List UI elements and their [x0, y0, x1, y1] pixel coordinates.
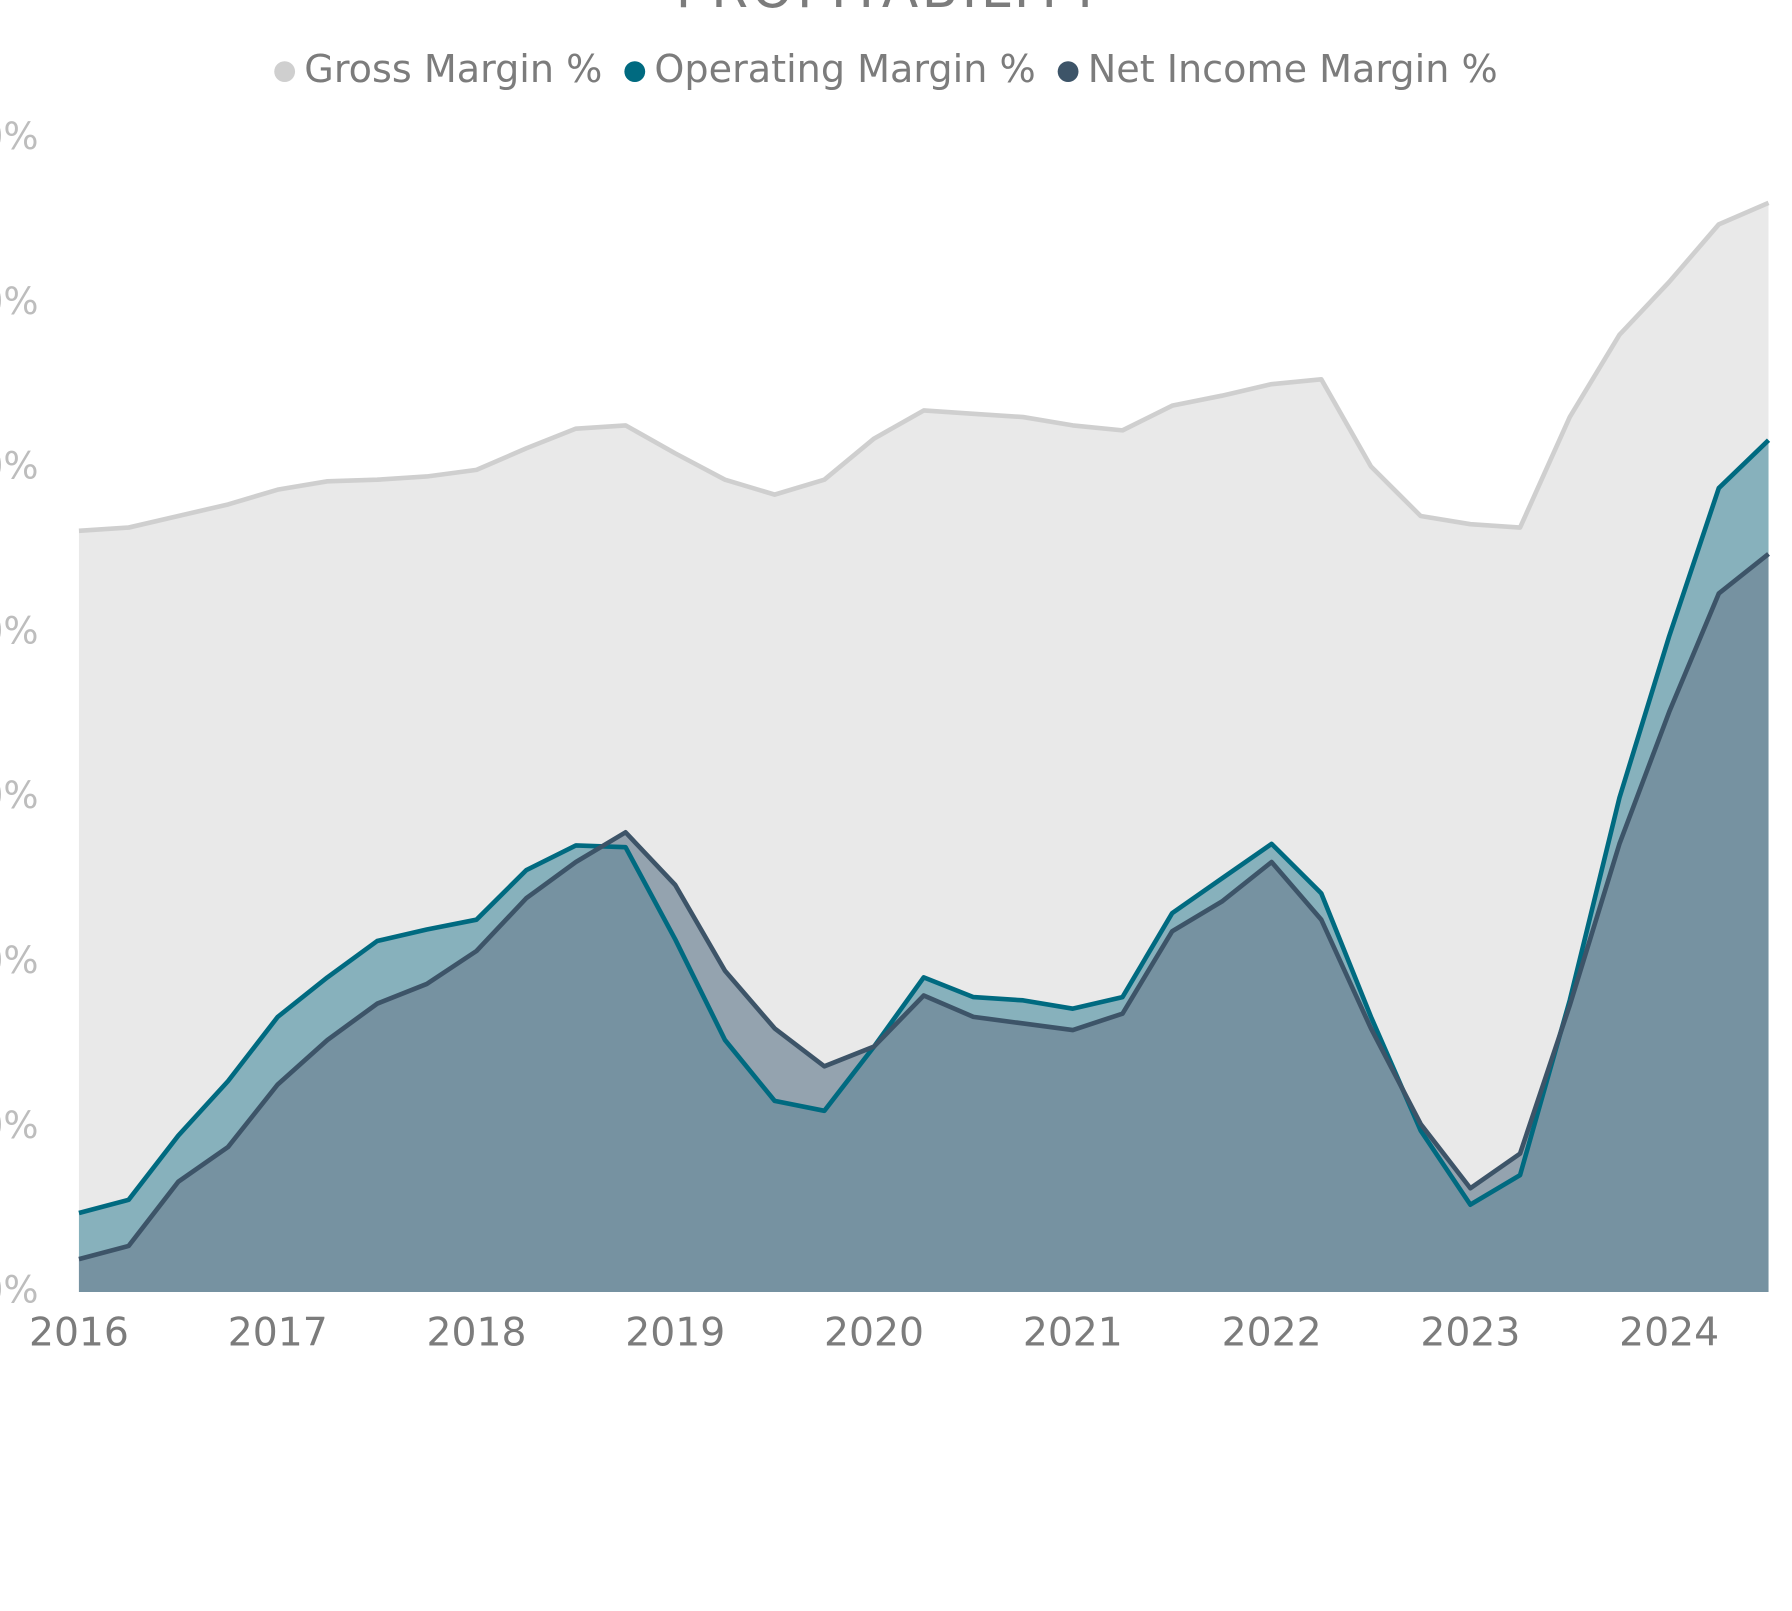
x-tick-label: 2016 [29, 1310, 129, 1355]
y-tick-label: 30% [0, 774, 38, 817]
line [78, 438, 1771, 1216]
x-tick-label: 2023 [1420, 1310, 1520, 1355]
legend-label: Net Income Margin % [1088, 47, 1498, 91]
x-tick-label: 2020 [824, 1310, 924, 1355]
line [78, 552, 1770, 1262]
y-tick-label: 60% [0, 280, 38, 323]
y-tick-label: 20% [0, 939, 38, 982]
chart-title: PROFITABILITY [676, 0, 1105, 20]
legend-marker [274, 61, 296, 83]
y-tick-label: 70% [0, 115, 38, 158]
x-tick-label: 2018 [427, 1310, 527, 1355]
x-tick-label: 2024 [1619, 1310, 1719, 1355]
y-tick-label: 10% [0, 1104, 38, 1147]
legend-marker [624, 61, 646, 83]
legend-label: Operating Margin % [654, 47, 1035, 91]
legend-label: Gross Margin % [304, 47, 602, 91]
x-tick-label: 2021 [1023, 1310, 1123, 1355]
y-tick-label: 50% [0, 445, 38, 488]
legend-marker [1057, 61, 1079, 83]
x-tick-label: 2017 [228, 1310, 328, 1355]
line [78, 200, 1770, 534]
x-tick-label: 2019 [625, 1310, 725, 1355]
x-tick-label: 2022 [1222, 1310, 1322, 1355]
y-tick-label: 40% [0, 609, 38, 652]
y-tick-label: 0% [0, 1269, 38, 1312]
area [78, 553, 1769, 1293]
